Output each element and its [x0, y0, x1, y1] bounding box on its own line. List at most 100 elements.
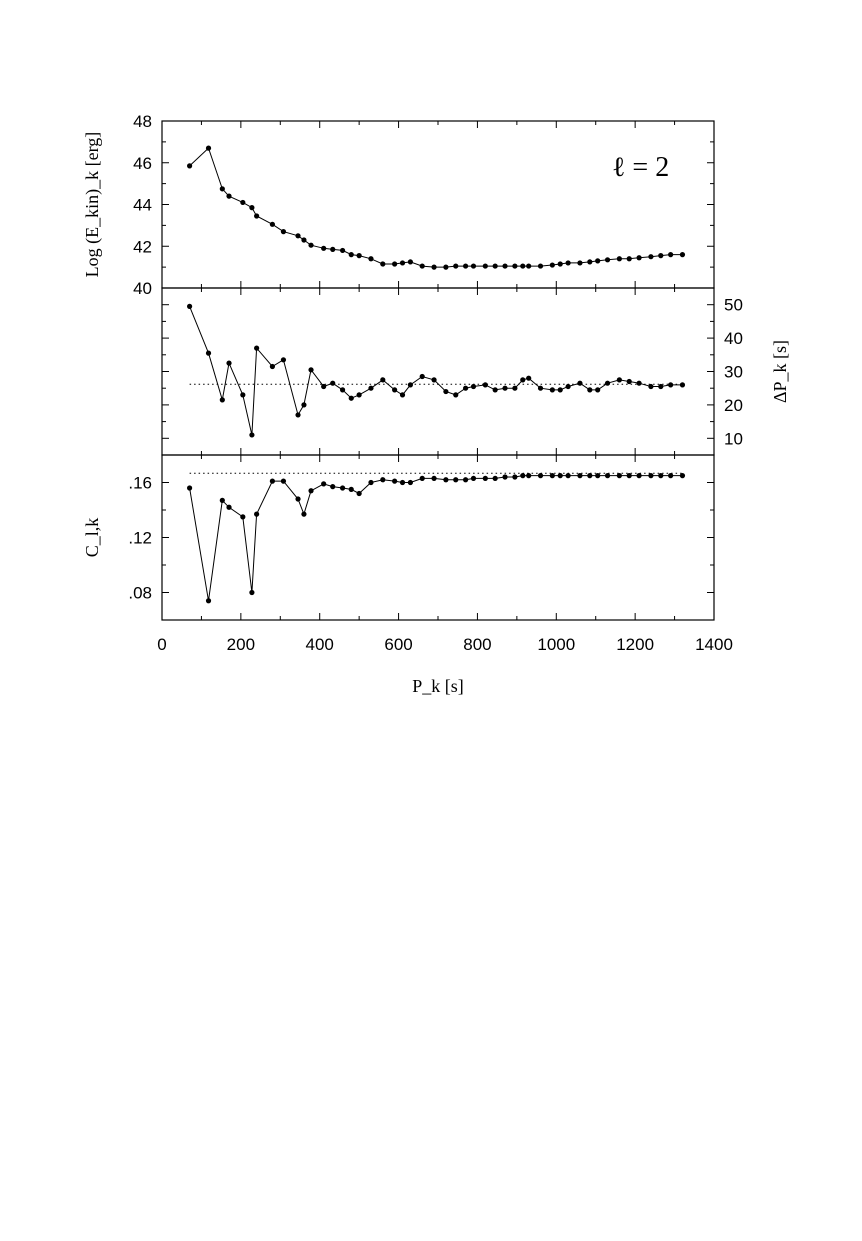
data-point-middle: [658, 383, 664, 390]
data-point-bottom: [549, 473, 555, 479]
axis-labels: 40 42 44 46 48 Log (E_kin)_k [erg] 10 20 30 40 50 Δ…: [82, 112, 790, 696]
data-point-bottom: [492, 475, 498, 481]
data-point-middle: [443, 388, 449, 395]
data-point-top: [679, 252, 686, 258]
y-tick-label: 42: [133, 237, 152, 256]
data-point-top: [295, 233, 301, 239]
series-line-middle: [189, 306, 683, 436]
data-point-bottom: [419, 475, 425, 481]
data-point-bottom: [595, 473, 601, 479]
y-tick-label: 30: [724, 363, 743, 382]
data-point-bottom: [526, 473, 532, 479]
data-point-middle: [482, 382, 488, 388]
data-point-bottom: [330, 484, 336, 490]
axis-ticks: [161, 120, 715, 621]
data-point-middle: [520, 377, 526, 383]
data-point-top: [205, 145, 212, 151]
data-point-top: [226, 193, 232, 199]
data-point-middle: [549, 387, 555, 393]
panel-frames: [161, 120, 715, 621]
data-point-middle: [492, 387, 498, 393]
data-point-bottom: [187, 485, 193, 491]
series-line-top: [189, 147, 683, 268]
y-axis-label-middle: ΔP_k [s]: [770, 340, 790, 403]
data-point-top: [339, 247, 346, 254]
y-tick-label: 10: [724, 429, 743, 448]
data-point-top: [348, 252, 354, 258]
x-tick-label: 200: [227, 635, 255, 654]
panel-frame-top: [161, 120, 715, 289]
data-point-top: [648, 254, 654, 260]
data-point-bottom: [280, 478, 287, 484]
data-point-bottom: [679, 473, 686, 479]
y-tick-label: 48: [133, 112, 152, 131]
x-tick-label: 800: [463, 635, 491, 654]
data-point-middle: [380, 377, 386, 383]
data-point-middle: [249, 432, 255, 438]
data-point-bottom: [557, 473, 563, 479]
data-point-top: [269, 221, 275, 227]
data-point-middle: [679, 382, 686, 388]
data-point-top: [280, 229, 287, 235]
y-axis-label-bottom: C_l,k: [82, 518, 102, 558]
data-point-top: [443, 264, 449, 270]
data-point-bottom: [226, 504, 232, 510]
data-point-bottom: [348, 486, 354, 492]
y-tick-label: 20: [724, 396, 743, 415]
data-point-top: [463, 263, 469, 269]
data-point-bottom: [658, 473, 664, 479]
data-point-middle: [205, 350, 212, 356]
data-point-bottom: [587, 473, 593, 479]
data-point-top: [187, 163, 193, 169]
data-point-bottom: [626, 473, 632, 479]
data-point-top: [380, 261, 386, 267]
data-point-middle: [565, 383, 571, 390]
data-point-middle: [470, 383, 477, 390]
data-point-top: [219, 186, 225, 192]
data-point-top: [301, 237, 307, 243]
data-point-middle: [321, 383, 327, 390]
data-point-bottom: [399, 479, 406, 486]
data-point-top: [520, 263, 526, 269]
data-point-middle: [463, 385, 469, 391]
data-point-middle: [512, 385, 518, 391]
data-point-bottom: [668, 473, 674, 479]
reference-lines: [189, 383, 683, 474]
data-point-middle: [399, 392, 406, 398]
data-point-bottom: [321, 481, 327, 487]
data-point-middle: [240, 392, 246, 398]
y-tick-label: 50: [724, 296, 743, 315]
data-point-bottom: [502, 474, 508, 480]
y-tick-label: .16: [128, 474, 152, 493]
data-point-top: [392, 261, 398, 267]
data-point-top: [595, 258, 601, 264]
y-tick-label: .12: [128, 529, 152, 548]
y-tick-label: 40: [724, 329, 743, 348]
data-point-middle: [419, 373, 425, 380]
data-point-bottom: [648, 473, 654, 479]
data-point-top: [482, 263, 488, 269]
data-point-middle: [595, 387, 601, 393]
data-point-top: [419, 263, 425, 269]
degree-annotation: ℓ = 2: [612, 152, 669, 183]
data-point-bottom: [380, 477, 386, 483]
data-point-top: [431, 264, 437, 270]
data-point-middle: [269, 363, 275, 370]
data-point-bottom: [254, 511, 260, 517]
data-point-middle: [301, 402, 307, 408]
data-point-bottom: [604, 473, 611, 479]
panel-frame-middle: [161, 287, 715, 456]
data-point-middle: [226, 360, 232, 366]
data-point-bottom: [453, 477, 459, 483]
data-point-middle: [616, 377, 622, 383]
data-point-bottom: [431, 475, 437, 481]
data-point-top: [668, 252, 674, 258]
data-point-top: [565, 260, 571, 266]
data-point-top: [502, 263, 508, 269]
data-point-middle: [626, 378, 632, 385]
data-point-bottom: [636, 473, 642, 479]
data-point-bottom: [339, 485, 346, 491]
data-point-bottom: [205, 598, 212, 604]
data-point-bottom: [520, 473, 526, 479]
